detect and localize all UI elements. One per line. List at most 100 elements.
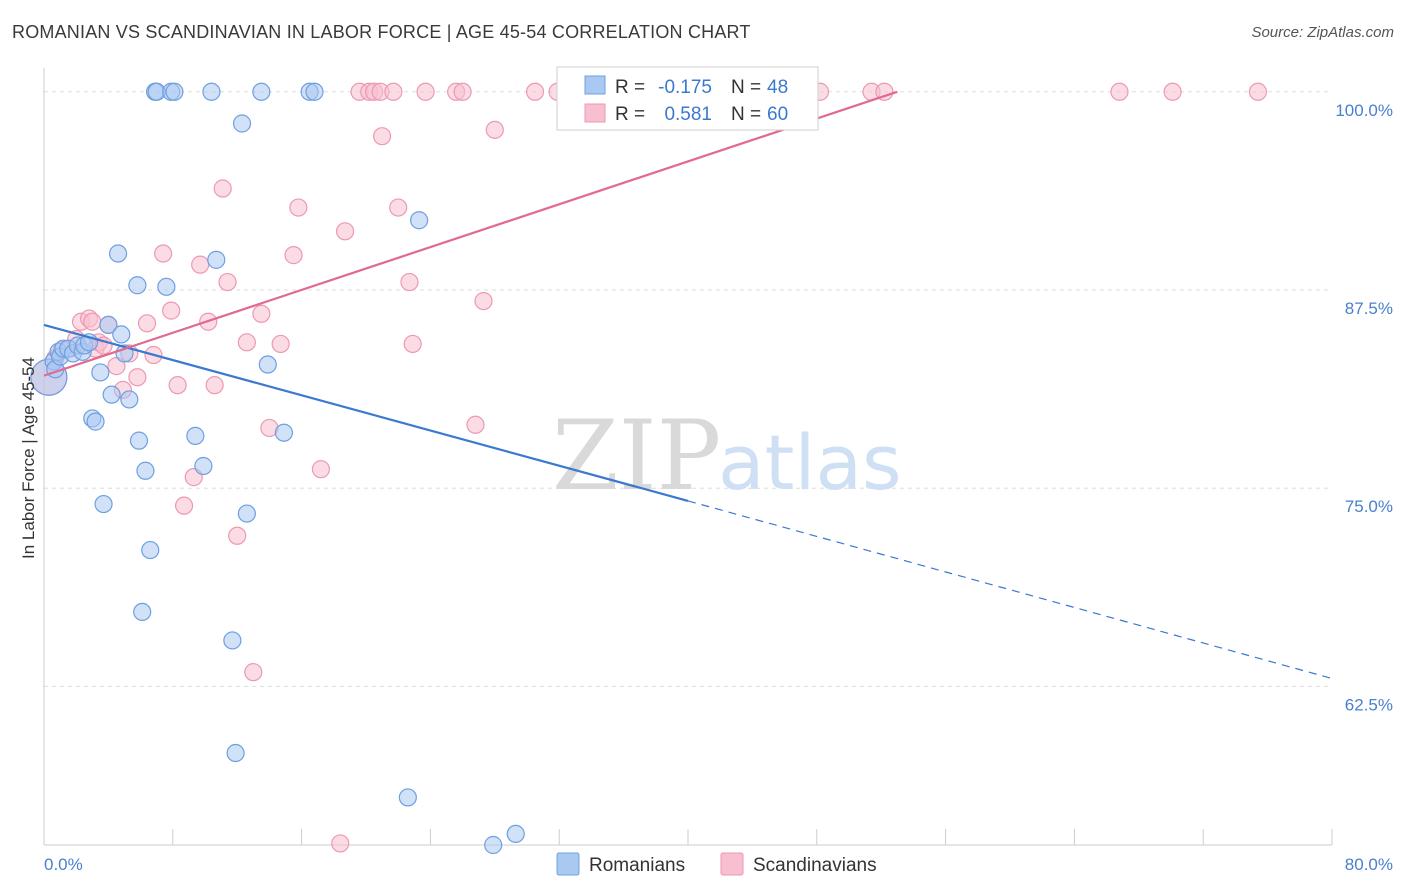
romanian-point-44 (305, 82, 324, 101)
scandinavian-point-47 (403, 334, 422, 354)
watermark-zip: ZIP (552, 400, 721, 512)
romanian-point-21 (120, 390, 139, 409)
scandinavian-point-37 (331, 834, 350, 853)
romanian-point-46 (410, 211, 429, 230)
romanian-point-47 (484, 835, 503, 855)
scandinavian-point-16 (137, 314, 157, 333)
y-tick-label-1: 87.5% (1345, 299, 1393, 318)
scandinavian-point-15 (128, 368, 147, 387)
source-label: Source: ZipAtlas.com (1251, 24, 1394, 41)
scandinavian-point-54 (525, 82, 545, 101)
scandinavian-point-7 (83, 312, 102, 331)
romanian-point-41 (258, 355, 277, 374)
stats-legend: R = -0.175 N = 48 R = 0.581 N = 60 (556, 66, 819, 131)
romanian-point-39 (237, 504, 256, 523)
romanian-point-14 (91, 363, 110, 382)
scandinavian-point-60 (875, 82, 894, 101)
scandinavians-n-value: 60 (767, 104, 788, 125)
trend-lines (43, 90, 1333, 680)
romanian-point-24 (133, 602, 152, 622)
romanian-point-15 (94, 494, 113, 514)
x-tick-label-1: 80.0% (1345, 855, 1393, 874)
romanian-point-22 (128, 276, 147, 295)
scandinavian-point-35 (289, 198, 308, 217)
romanian-point-40 (252, 82, 271, 101)
romanian-point-31 (165, 82, 184, 101)
scandinavian-point-31 (252, 304, 271, 323)
romanian-point-26 (141, 540, 160, 560)
romanian-point-32 (186, 426, 205, 445)
grid-lines (44, 91, 1332, 687)
scandinavian-point-61 (1110, 82, 1129, 101)
scandinavian-point-45 (389, 198, 408, 217)
romanians-r-label: R = (615, 77, 645, 98)
scandinavian-point-62 (1163, 82, 1182, 101)
scandinavian-point-52 (474, 292, 493, 311)
watermark-atlas: atlas (718, 418, 902, 507)
scandinavian-point-18 (154, 244, 173, 263)
romanians-n-label: N = (731, 77, 761, 98)
romanian-point-35 (207, 250, 226, 269)
romanians-swatch (584, 75, 606, 95)
romanian-point-25 (136, 461, 155, 480)
romanian-point-42 (274, 423, 293, 442)
scandinavian-point-43 (373, 127, 392, 146)
legend-scandinavians-swatch (720, 852, 744, 876)
axes (43, 68, 1333, 846)
scandinavian-point-21 (174, 496, 194, 515)
romanian-point-13 (86, 412, 105, 431)
scandinavian-point-44 (384, 82, 403, 101)
romanians-r-value: -0.175 (658, 77, 712, 98)
scandinavian-point-27 (218, 272, 237, 292)
romanian-point-23 (129, 431, 149, 450)
scandinavian-point-46 (400, 272, 419, 292)
watermark: ZIP atlas (552, 400, 902, 512)
legend-romanians-label: Romanians (589, 855, 685, 876)
scandinavian-point-29 (237, 333, 256, 352)
scandinavians-swatch (584, 103, 606, 123)
y-tick-label-3: 62.5% (1345, 695, 1393, 714)
romanians-trend-line (43, 323, 689, 502)
scandinavian-point-33 (271, 334, 290, 354)
scandinavian-point-26 (213, 179, 232, 198)
scandinavian-point-50 (453, 82, 472, 101)
y-tick-label-0: 100.0% (1335, 101, 1393, 120)
romanian-point-48 (506, 824, 525, 844)
romanian-point-29 (157, 277, 176, 296)
y-tick-label-2: 75.0% (1345, 497, 1393, 516)
romanian-point-17 (102, 385, 121, 404)
scandinavian-point-38 (335, 222, 355, 241)
scandinavian-point-34 (284, 246, 303, 265)
scandinavian-point-28 (228, 526, 247, 545)
scandinavian-point-20 (168, 376, 187, 395)
romanian-point-38 (232, 114, 252, 133)
romanian-point-34 (202, 82, 221, 101)
y-axis-label: In Labor Force | Age 45-54 (19, 357, 38, 559)
scandinavian-point-63 (1248, 82, 1268, 101)
legend-scandinavians-label: Scandinavians (753, 855, 877, 876)
scandinavian-point-19 (162, 301, 181, 320)
scandinavians-n-label: N = (731, 104, 761, 125)
x-tick-label-0: 0.0% (44, 855, 83, 874)
scandinavians-r-value: 0.581 (664, 104, 712, 125)
legend-romanians-swatch (556, 852, 580, 876)
romanian-point-19 (112, 325, 131, 344)
romanian-point-36 (223, 631, 242, 650)
romanian-point-33 (194, 456, 213, 476)
scandinavian-point-23 (191, 255, 210, 274)
scandinavian-point-25 (205, 376, 224, 395)
romanian-point-45 (398, 788, 417, 807)
scandinavian-point-36 (311, 460, 331, 479)
romanian-point-16 (99, 315, 118, 334)
romanian-point-18 (108, 244, 128, 263)
romanians-trend-extension (687, 500, 1333, 680)
scandinavians-r-label: R = (615, 104, 645, 125)
scandinavian-point-30 (244, 663, 263, 682)
scandinavian-point-53 (485, 120, 504, 139)
scandinavians-trend-line (43, 90, 898, 377)
series-legend: Romanians Scandinavians (556, 852, 877, 876)
romanian-point-37 (226, 743, 245, 763)
scandinavian-point-48 (416, 82, 435, 101)
scandinavian-point-51 (466, 415, 485, 434)
